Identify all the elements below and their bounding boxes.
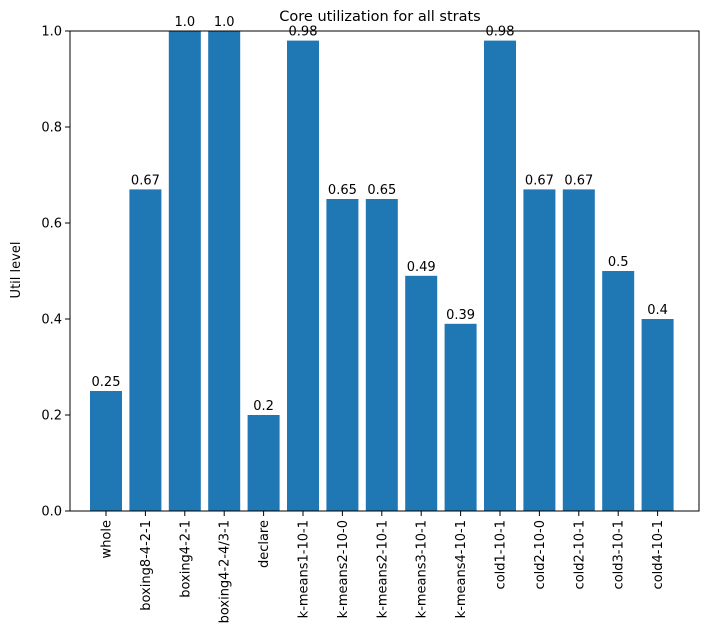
x-tick-label: cold2-10-1 (572, 520, 587, 589)
x-tick-label: k-means3-10-1 (415, 520, 430, 618)
x-tick-label: k-means4-10-1 (454, 520, 469, 618)
x-tick-label: declare (257, 520, 272, 568)
bar-value-label: 0.67 (131, 173, 160, 188)
bar-value-label: 0.39 (446, 308, 475, 323)
x-axis: whole boxing8-4-2-1 boxing4-2-1 boxing4-2-4… (100, 511, 666, 623)
bar-6 (287, 40, 319, 511)
y-tick-label: 0.4 (41, 313, 62, 328)
x-tick-label: cold3-10-1 (612, 520, 627, 589)
bar-value-label: 0.65 (367, 183, 396, 198)
bar-value-label: 0.49 (407, 260, 436, 275)
bar-value-label: 0.65 (328, 183, 357, 198)
bar-1 (90, 391, 122, 511)
x-tick-label: boxing8-4-2-1 (139, 520, 154, 611)
chart-title: Core utilization for all strats (279, 9, 480, 25)
bar-15 (641, 319, 674, 511)
bar-3 (168, 31, 201, 511)
bar-10 (444, 323, 477, 511)
x-tick-label: cold4-10-1 (651, 520, 666, 589)
y-tick-label: 0.6 (41, 217, 62, 232)
bar-value-label: 0.98 (486, 25, 515, 40)
x-tick-label: whole (100, 520, 115, 558)
data-labels-group: 0.25 0.67 1.0 1.0 0.2 0.98 0.65 0.65 0.49 0.39 0.9… (92, 15, 668, 414)
bar-11 (484, 40, 516, 511)
y-tick-label: 0.8 (41, 121, 62, 136)
y-tick-label: 0.2 (41, 409, 62, 424)
plot-frame (69, 30, 700, 512)
bar-14 (602, 271, 635, 511)
bar-8 (365, 199, 398, 511)
x-tick-label: k-means2-10-1 (375, 520, 390, 618)
bar-9 (405, 275, 438, 511)
x-tick-label: cold2-10-0 (533, 520, 548, 589)
bar-value-label: 1.0 (214, 15, 235, 30)
x-tick-label: k-means1-10-1 (297, 520, 312, 618)
bar-value-label: 0.2 (253, 399, 274, 414)
bar-7 (326, 199, 359, 511)
bar-5 (247, 415, 280, 511)
y-tick-label: 1.0 (41, 25, 62, 40)
bar-value-label: 0.5 (608, 255, 629, 270)
x-tick-label: k-means2-10-0 (336, 520, 351, 618)
bar-value-label: 0.98 (289, 25, 318, 40)
bar-value-label: 0.67 (525, 173, 554, 188)
y-axis: 0.0 0.2 0.4 0.6 0.8 1.0 (41, 25, 70, 520)
bar-value-label: 0.67 (564, 173, 593, 188)
bar-12 (523, 189, 556, 511)
y-tick-label: 0.0 (41, 505, 62, 520)
bar-13 (562, 189, 595, 511)
bar-2 (129, 189, 162, 511)
bar-value-label: 0.4 (647, 303, 668, 318)
y-axis-label: Util level (9, 242, 24, 299)
bar-value-label: 0.25 (92, 375, 121, 390)
x-tick-label: boxing4-2-4/3-1 (218, 520, 233, 623)
x-tick-label: boxing4-2-1 (178, 520, 193, 598)
bar-4 (208, 31, 241, 511)
bars-group (90, 31, 674, 511)
bar-value-label: 1.0 (174, 15, 195, 30)
x-tick-label: cold1-10-1 (494, 520, 509, 589)
